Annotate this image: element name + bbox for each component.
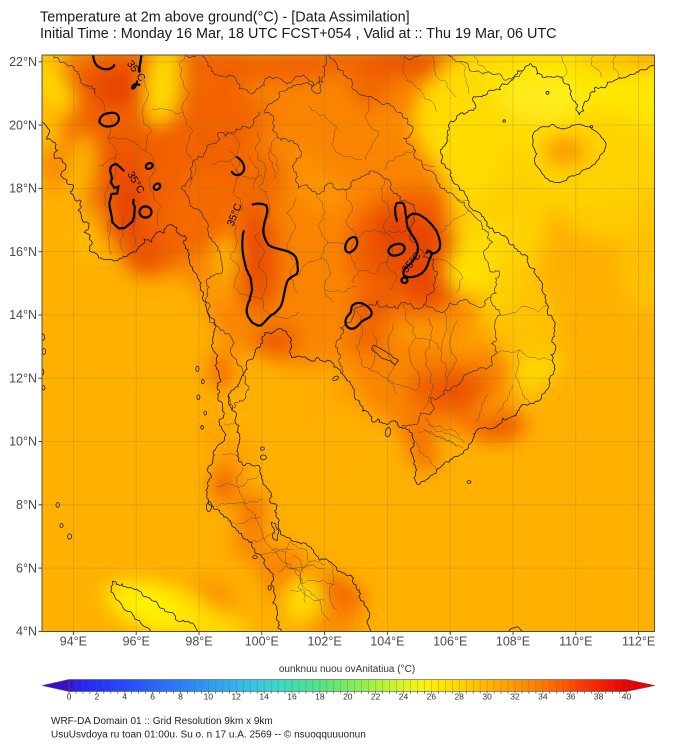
svg-text:18°N: 18°N bbox=[9, 182, 37, 196]
svg-text:20°N: 20°N bbox=[9, 118, 37, 132]
svg-text:34: 34 bbox=[538, 692, 548, 702]
svg-text:96°E: 96°E bbox=[123, 635, 150, 649]
svg-text:8°N: 8°N bbox=[16, 498, 37, 512]
svg-text:38: 38 bbox=[594, 692, 604, 702]
svg-text:94°E: 94°E bbox=[60, 635, 87, 649]
svg-text:24: 24 bbox=[399, 692, 409, 702]
svg-text:36: 36 bbox=[566, 692, 576, 702]
svg-text:8: 8 bbox=[178, 692, 183, 702]
svg-text:12°N: 12°N bbox=[9, 371, 37, 385]
svg-text:UsuUsvdoya ru toan 01:00u. Su: UsuUsvdoya ru toan 01:00u. Su o. n 17 u.… bbox=[51, 730, 366, 741]
svg-text:Initial Time : Monday 16 Mar,: Initial Time : Monday 16 Mar, 18 UTC FCS… bbox=[40, 26, 557, 42]
svg-text:ounknuu nuou ovAnitatiua (°C): ounknuu nuou ovAnitatiua (°C) bbox=[279, 664, 415, 675]
svg-text:106°E: 106°E bbox=[433, 635, 467, 649]
svg-text:108°E: 108°E bbox=[496, 635, 530, 649]
svg-text:10: 10 bbox=[204, 692, 214, 702]
svg-text:12: 12 bbox=[231, 692, 241, 702]
svg-text:14°N: 14°N bbox=[9, 308, 37, 322]
svg-text:22: 22 bbox=[371, 692, 381, 702]
svg-text:26: 26 bbox=[427, 692, 437, 702]
svg-text:104°E: 104°E bbox=[370, 635, 404, 649]
svg-text:2: 2 bbox=[95, 692, 100, 702]
svg-text:100°E: 100°E bbox=[245, 635, 279, 649]
svg-text:20: 20 bbox=[343, 692, 353, 702]
svg-text:Temperature at 2m above ground: Temperature at 2m above ground(°C) - [Da… bbox=[40, 10, 410, 26]
svg-text:14: 14 bbox=[259, 692, 269, 702]
svg-text:32: 32 bbox=[510, 692, 520, 702]
svg-text:102°E: 102°E bbox=[307, 635, 341, 649]
svg-text:110°E: 110°E bbox=[559, 635, 592, 649]
svg-text:16°N: 16°N bbox=[9, 245, 37, 259]
svg-text:16: 16 bbox=[287, 692, 297, 702]
svg-text:28: 28 bbox=[454, 692, 464, 702]
svg-text:22°N: 22°N bbox=[9, 55, 37, 69]
svg-text:WRF-DA Domain 01 :: Grid Resol: WRF-DA Domain 01 :: Grid Resolution 9km … bbox=[51, 716, 273, 727]
svg-text:10°N: 10°N bbox=[9, 435, 37, 449]
svg-text:40: 40 bbox=[622, 692, 632, 702]
svg-text:6°N: 6°N bbox=[16, 561, 37, 575]
svg-text:18: 18 bbox=[315, 692, 325, 702]
svg-text:98°E: 98°E bbox=[185, 635, 212, 649]
svg-text:0: 0 bbox=[67, 692, 72, 702]
svg-text:4°N: 4°N bbox=[16, 625, 37, 639]
svg-text:4: 4 bbox=[122, 692, 127, 702]
svg-text:112°E: 112°E bbox=[622, 635, 655, 649]
svg-text:30: 30 bbox=[482, 692, 492, 702]
svg-text:6: 6 bbox=[150, 692, 155, 702]
